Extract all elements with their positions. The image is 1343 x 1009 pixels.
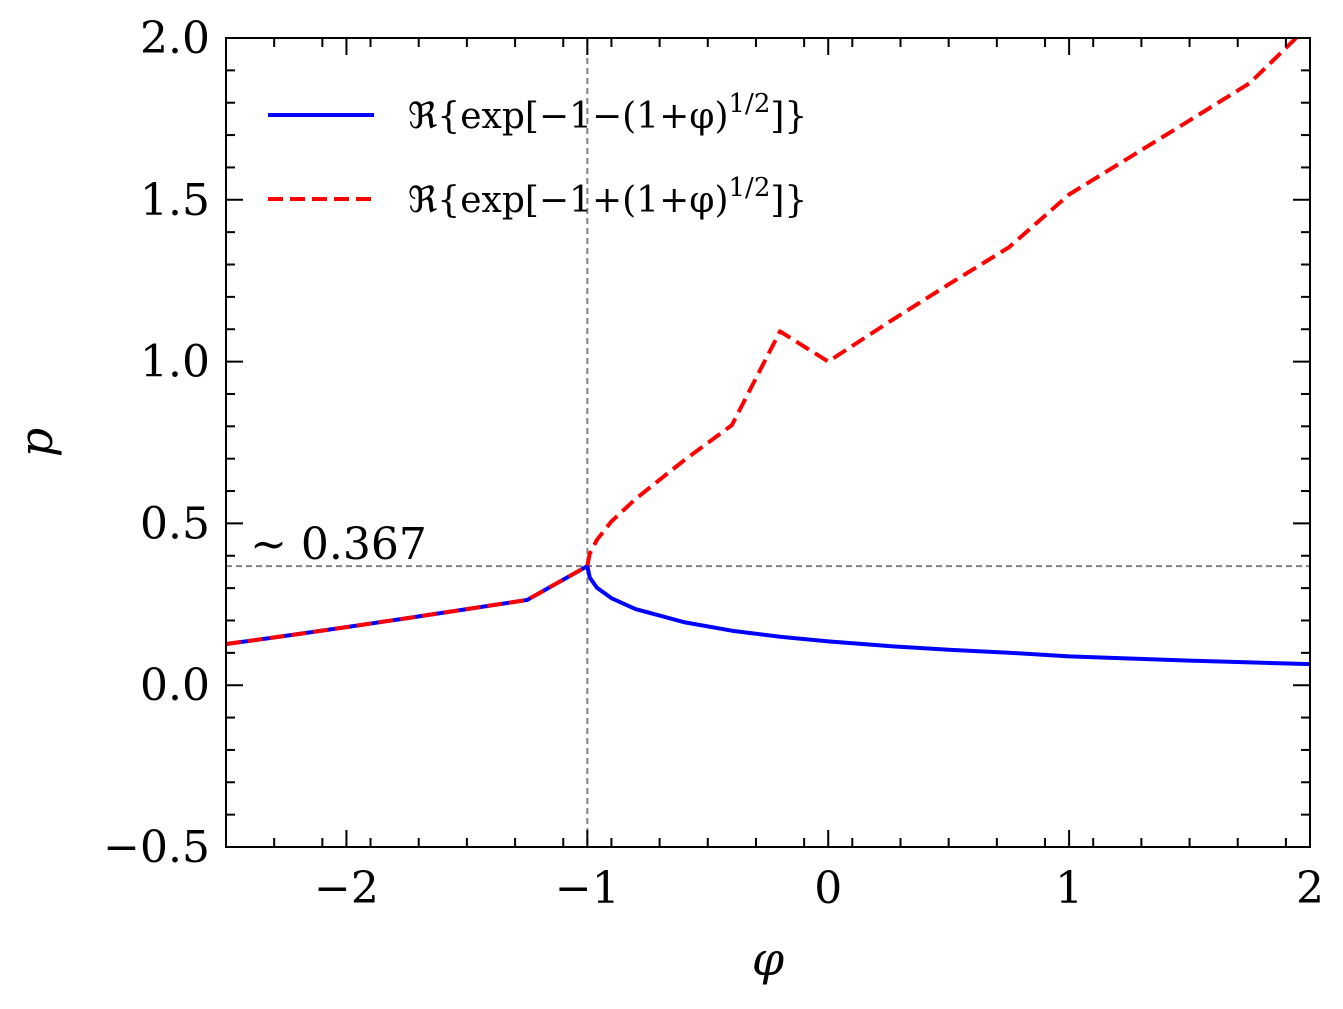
y-tick-label: 1.5 <box>140 175 210 226</box>
series-line-2 <box>226 38 1300 647</box>
legend-label-2: ℜ{exp[−1+(1+φ)1/2]} <box>408 173 807 221</box>
annotation-text: ~ 0.367 <box>250 519 427 570</box>
x-axis-label: φ <box>752 932 785 986</box>
annotations: ~ 0.367 <box>250 519 427 570</box>
tick-labels: −2 −1 0 1 2 −0.5 0.0 0.5 1.0 1.5 2.0 <box>103 13 1324 914</box>
legend-label-1: ℜ{exp[−1−(1+φ)1/2]} <box>408 89 807 137</box>
plot-frame <box>225 37 1311 848</box>
ticks-layer <box>225 37 1311 848</box>
y-tick-label: 1.0 <box>140 337 210 388</box>
x-tick-label: 1 <box>1055 863 1083 914</box>
legend: ℜ{exp[−1−(1+φ)1/2]} ℜ{exp[−1+(1+φ)1/2]} <box>268 89 807 221</box>
y-tick-label: 2.0 <box>140 13 210 64</box>
x-tick-label: 2 <box>1296 863 1324 914</box>
x-tick-label: 0 <box>814 863 842 914</box>
series-line-1 <box>226 564 1310 667</box>
y-axis-label: p <box>9 428 63 457</box>
x-tick-label: −1 <box>555 863 620 914</box>
series-layer <box>226 38 1310 667</box>
reference-lines <box>226 38 1310 847</box>
y-tick-label: 0.0 <box>140 660 210 711</box>
y-tick-label: −0.5 <box>103 822 210 873</box>
y-tick-label: 0.5 <box>140 498 210 549</box>
x-tick-label: −2 <box>314 863 379 914</box>
